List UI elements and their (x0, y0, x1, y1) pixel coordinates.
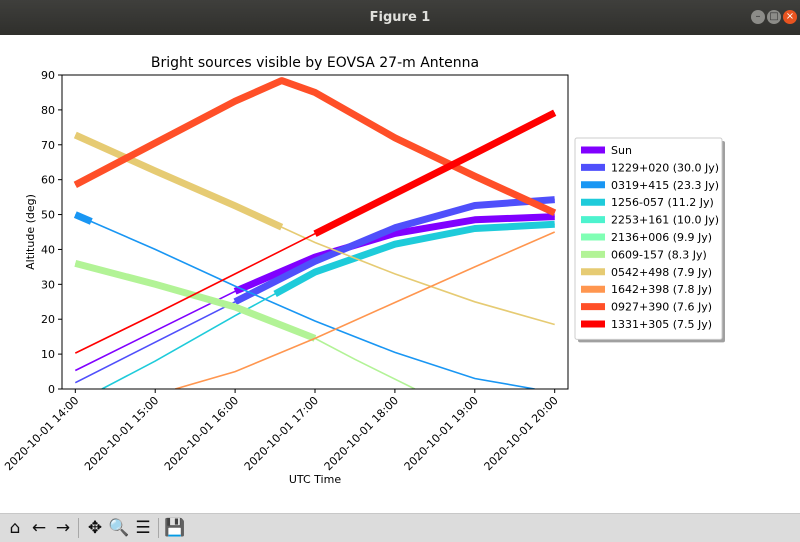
x-tick-label: 2020-10-01 19:00 (402, 394, 481, 473)
chart: Bright sources visible by EOVSA 27-m Ant… (2, 55, 725, 486)
series-7 (73, 131, 555, 326)
series-visible-segment (73, 131, 284, 231)
x-tick-label: 2020-10-01 14:00 (2, 394, 81, 473)
legend-label: 0319+415 (23.3 Jy) (611, 179, 719, 192)
x-tick-label: 2020-10-01 18:00 (322, 394, 401, 473)
series-visible-segment (73, 211, 93, 225)
save-button[interactable]: 💾 (164, 518, 186, 538)
chart-title: Bright sources visible by EOVSA 27-m Ant… (151, 55, 479, 71)
legend-label: 2136+006 (9.9 Jy) (611, 231, 712, 244)
figure-canvas: Bright sources visible by EOVSA 27-m Ant… (0, 35, 800, 513)
series-10 (74, 109, 557, 354)
y-tick-label: 20 (41, 313, 55, 326)
y-tick-label: 0 (48, 383, 55, 396)
x-tick-label: 2020-10-01 20:00 (482, 394, 561, 473)
series-8 (174, 231, 556, 389)
pan-button[interactable]: ✥ (87, 518, 103, 538)
window-titlebar: Figure 1 – □ × (0, 0, 800, 35)
configure-subplots-button[interactable]: ☰ (135, 518, 151, 538)
series-line (74, 215, 555, 372)
legend-label: 0927+390 (7.6 Jy) (611, 301, 712, 314)
y-tick-label: 30 (41, 278, 55, 291)
zoom-button[interactable]: 🔍 (108, 518, 130, 538)
y-tick-label: 60 (41, 174, 55, 187)
series-6 (74, 260, 416, 389)
legend-box (574, 137, 723, 340)
series-1 (74, 196, 555, 384)
legend-label: 1642+398 (7.8 Jy) (611, 283, 712, 296)
series-line (75, 262, 416, 389)
series-3 (101, 220, 555, 389)
legend-label: Sun (611, 144, 632, 157)
legend-label: 1256-057 (11.2 Jy) (611, 196, 714, 209)
toolbar-separator (158, 518, 159, 538)
forward-button[interactable]: → (55, 518, 71, 538)
series-9 (73, 77, 557, 216)
series-line (74, 213, 535, 389)
series-visible-segment (233, 196, 555, 305)
maximize-button[interactable]: □ (767, 10, 781, 24)
y-tick-label: 10 (41, 348, 55, 361)
series-visible-segment (313, 109, 557, 237)
x-tick-label: 2020-10-01 17:00 (242, 394, 321, 473)
x-tick-label: 2020-10-01 15:00 (82, 394, 161, 473)
series-visible-segment (273, 220, 555, 297)
series-0 (74, 213, 555, 372)
series-2 (73, 211, 535, 389)
x-tick-label: 2020-10-01 16:00 (162, 394, 241, 473)
toolbar-separator (78, 518, 79, 538)
legend-label: 2253+161 (10.0 Jy) (611, 214, 719, 227)
close-button[interactable]: × (783, 10, 797, 24)
home-button[interactable]: ⌂ (9, 518, 21, 538)
y-tick-label: 40 (41, 243, 55, 256)
series-visible-segment (73, 77, 557, 216)
y-tick-label: 50 (41, 209, 55, 222)
series-visible-segment (233, 213, 555, 295)
legend-label: 1229+020 (30.0 Jy) (611, 161, 719, 174)
legend-label: 0542+498 (7.9 Jy) (611, 266, 712, 279)
series-visible-segment (74, 260, 317, 342)
legend-label: 0609-157 (8.3 Jy) (611, 248, 707, 261)
x-axis-label: UTC Time (289, 473, 341, 486)
y-axis-label: Altitude (deg) (24, 194, 37, 270)
legend-label: 1331+305 (7.5 Jy) (611, 318, 712, 331)
back-button[interactable]: ← (31, 518, 47, 538)
y-tick-label: 80 (41, 104, 55, 117)
minimize-button[interactable]: – (751, 10, 765, 24)
y-tick-label: 90 (41, 69, 55, 82)
window-title: Figure 1 (369, 10, 431, 25)
navigation-toolbar: ⌂ ← → ✥ 🔍 ☰ 💾 (0, 513, 800, 542)
series-line (174, 231, 556, 389)
y-tick-label: 70 (41, 139, 55, 152)
